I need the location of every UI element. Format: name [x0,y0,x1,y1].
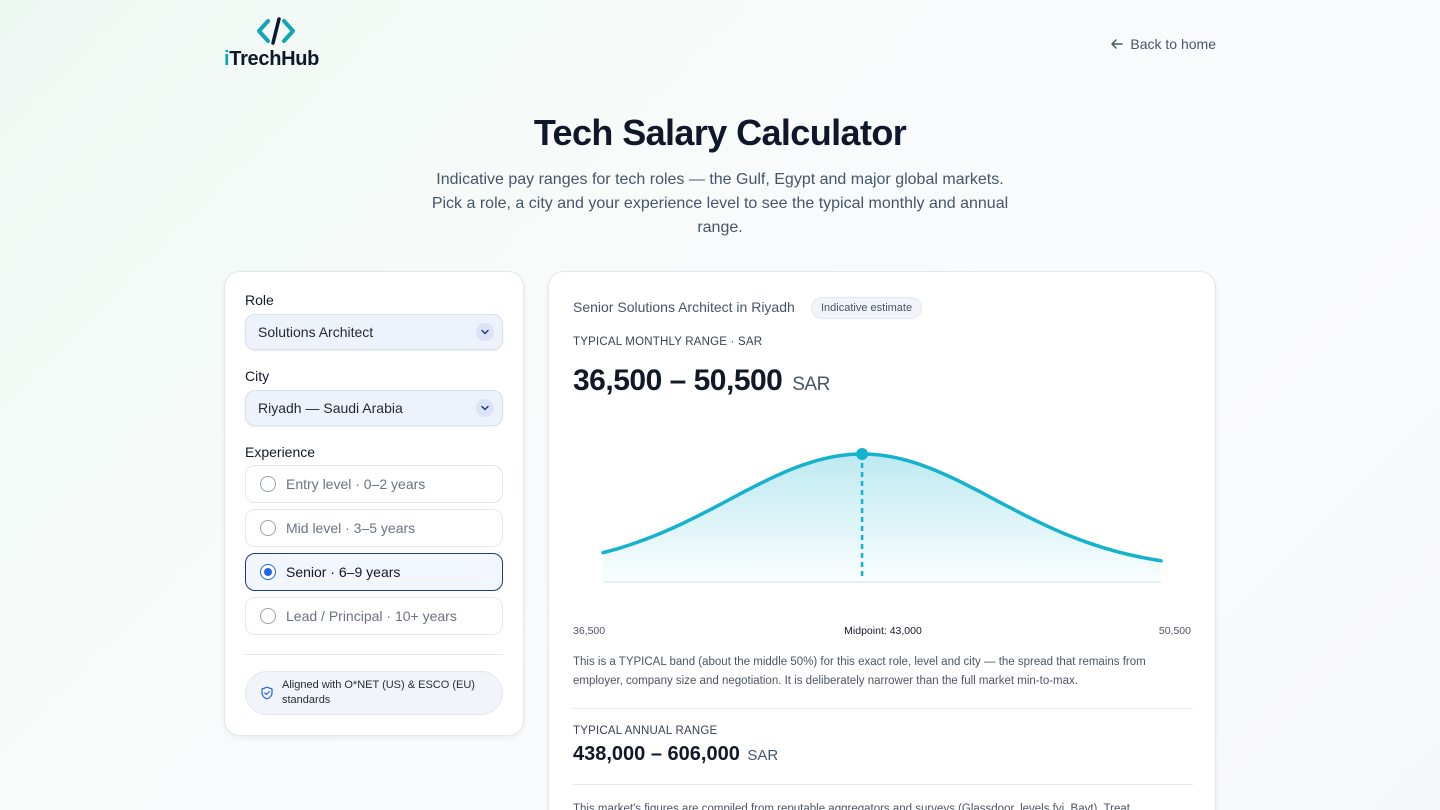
axis-min-label: 36,500 [573,625,606,637]
currency-unit: SAR [792,374,830,395]
annual-range-amount: 438,000 – 606,000 [573,743,740,765]
divider [573,784,1193,785]
experience-option-label: Mid level · 3–5 years [286,520,416,536]
header: iTrechHub Back to home [224,16,1216,76]
monthly-range-amount: 36,500 – 50,500 [573,364,783,397]
monthly-range-value: 36,500 – 50,500 SAR [573,364,830,398]
logo-prefix: i [224,48,230,70]
divider [573,708,1193,709]
role-select[interactable]: Solutions Architect [245,314,503,350]
radio-button[interactable] [260,476,276,492]
experience-option-entry[interactable]: Entry level · 0–2 years [245,465,503,503]
city-label: City [245,368,270,384]
logo-text: iTrechHub [224,48,319,71]
source-note: This market's figures are compiled from … [573,803,1130,810]
experience-option-label: Senior · 6–9 years [286,564,401,580]
experience-option-label: Entry level · 0–2 years [286,476,426,492]
axis-midpoint-label: Midpoint: 43,000 [844,625,922,637]
code-brackets-icon [257,17,295,45]
standards-text: Aligned with O*NET (US) & ESCO (EU) stan… [282,679,475,706]
axis-max-label: 50,500 [1158,625,1191,637]
chevron-down-icon [476,399,494,417]
result-title: Senior Solutions Architect in Riyadh [573,299,795,315]
radio-button-selected[interactable] [260,564,276,580]
page-title: Tech Salary Calculator [533,112,907,153]
divider [245,654,503,655]
currency-unit: SAR [747,747,779,764]
experience-option-mid[interactable]: Mid level · 3–5 years [245,509,503,547]
chevron-down-icon [476,323,494,341]
logo[interactable]: iTrechHub [224,16,334,72]
calculator-form: Role Solutions Architect City Riyadh — S… [224,271,524,736]
experience-option-label: Lead / Principal · 10+ years [286,608,457,624]
arrow-left-icon [1111,39,1124,49]
salary-distribution-chart [601,448,1163,583]
experience-option-senior[interactable]: Senior · 6–9 years [245,553,503,591]
midpoint-dot [856,448,869,460]
page-subtitle: Indicative pay ranges for tech roles — t… [431,171,1009,236]
city-select[interactable]: Riyadh — Saudi Arabia [245,390,503,426]
role-select-value: Solutions Architect [258,324,374,340]
experience-label: Experience [245,444,316,460]
role-label: Role [245,292,274,308]
shield-check-icon [261,686,273,700]
radio-button[interactable] [260,520,276,536]
standards-badge: Aligned with O*NET (US) & ESCO (EU) stan… [245,671,503,715]
range-note: This is a TYPICAL band (about the middle… [573,656,1146,687]
result-panel: Senior Solutions Architect in Riyadh Ind… [548,271,1216,810]
distribution-curve [601,452,1163,563]
annual-range-value: 438,000 – 606,000 SAR [573,743,778,766]
experience-option-lead[interactable]: Lead / Principal · 10+ years [245,597,503,635]
estimate-badge: Indicative estimate [811,297,923,319]
back-to-home-link[interactable]: Back to home [1110,36,1216,52]
radio-button[interactable] [260,608,276,624]
back-link-label: Back to home [1130,36,1216,52]
city-select-value: Riyadh — Saudi Arabia [258,400,403,416]
monthly-range-label: TYPICAL MONTHLY RANGE · SAR [573,336,763,348]
annual-range-label: TYPICAL ANNUAL RANGE [573,725,718,737]
logo-name: TrechHub [229,48,320,70]
distribution-area [603,454,1161,582]
